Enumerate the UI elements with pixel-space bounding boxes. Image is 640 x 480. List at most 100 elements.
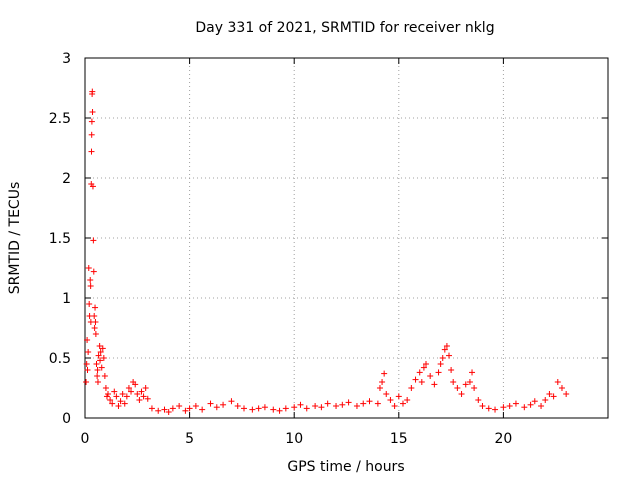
data-point (270, 406, 277, 413)
data-point (169, 405, 176, 412)
data-point (84, 337, 91, 343)
data-point (100, 355, 107, 361)
data-point (339, 401, 346, 408)
y-tick-label: 0.5 (49, 351, 71, 367)
data-point (454, 385, 461, 391)
data-point (441, 346, 448, 353)
data-point (448, 367, 455, 373)
data-point (107, 397, 114, 403)
tick-marks (84, 57, 608, 419)
data-point (383, 391, 390, 397)
data-point (416, 369, 423, 376)
data-point (89, 88, 96, 95)
data-point (123, 393, 130, 400)
data-point (84, 367, 91, 373)
data-point (261, 404, 268, 411)
data-point (462, 381, 469, 388)
data-point (88, 148, 95, 155)
data-point (136, 397, 143, 403)
data-point (111, 388, 118, 395)
data-point (420, 364, 427, 371)
data-point (98, 364, 105, 371)
data-point (435, 369, 442, 376)
data-point (282, 405, 289, 412)
data-points (83, 88, 570, 415)
x-tick-label: 0 (81, 431, 90, 447)
data-point (422, 361, 429, 367)
data-point (94, 367, 101, 373)
data-point (86, 301, 93, 307)
data-point (155, 407, 162, 414)
data-point (186, 405, 193, 412)
data-point (85, 265, 92, 271)
data-point (94, 373, 101, 379)
x-tick-label: 5 (185, 431, 194, 447)
data-point (95, 352, 102, 359)
data-point (412, 376, 419, 383)
data-point (374, 400, 381, 407)
data-point (563, 391, 570, 397)
y-tick-label: 1.5 (49, 231, 71, 247)
data-point (96, 343, 103, 349)
data-point (506, 403, 513, 409)
y-tick-label: 1 (62, 291, 71, 307)
data-point (303, 405, 310, 412)
data-point (93, 361, 100, 367)
x-tick-labels: 0 5 10 15 20 (81, 431, 513, 447)
data-point (89, 183, 96, 190)
data-point (97, 349, 104, 355)
data-point (99, 345, 106, 352)
data-point (418, 379, 425, 385)
y-tick-label: 0 (62, 411, 71, 427)
data-point (479, 403, 486, 409)
chart-title: Day 331 of 2021, SRMTID for receiver nkl… (195, 20, 494, 36)
data-point (353, 403, 360, 409)
data-point (94, 379, 101, 385)
data-point (142, 385, 149, 391)
data-point (558, 385, 565, 391)
data-point (466, 379, 473, 385)
data-point (240, 405, 247, 412)
data-point (458, 391, 465, 397)
data-point (134, 391, 141, 397)
data-point (446, 352, 453, 359)
y-axis-label: SRMTID / TECUs (7, 182, 23, 295)
data-point (228, 398, 235, 405)
data-point (360, 400, 367, 407)
data-point (333, 403, 340, 409)
data-point (318, 404, 325, 411)
data-point (119, 391, 126, 397)
data-point (276, 407, 283, 414)
data-point (324, 400, 331, 407)
y-tick-label: 2 (62, 171, 71, 187)
data-point (91, 325, 98, 331)
data-point (88, 131, 95, 138)
x-tick-label: 20 (494, 431, 512, 447)
x-tick-label: 10 (285, 431, 303, 447)
data-point (117, 398, 124, 405)
data-point (381, 370, 388, 377)
x-axis-label: GPS time / hours (287, 459, 404, 475)
data-point (439, 355, 446, 361)
data-point (554, 379, 561, 385)
data-point (87, 277, 94, 283)
data-point (138, 388, 145, 395)
data-point (469, 369, 476, 376)
data-point (408, 385, 415, 391)
data-point (527, 401, 534, 408)
data-point (521, 404, 528, 411)
data-point (500, 404, 507, 411)
data-point (109, 400, 116, 407)
data-point (128, 388, 135, 395)
data-point (512, 400, 519, 407)
data-point (90, 268, 97, 275)
data-point (312, 403, 319, 409)
data-point (234, 403, 241, 409)
data-point (97, 357, 104, 364)
data-point (471, 385, 478, 391)
data-point (213, 404, 220, 411)
data-point (291, 404, 298, 411)
data-point (88, 118, 95, 125)
data-point (87, 283, 94, 289)
data-point (182, 407, 189, 414)
